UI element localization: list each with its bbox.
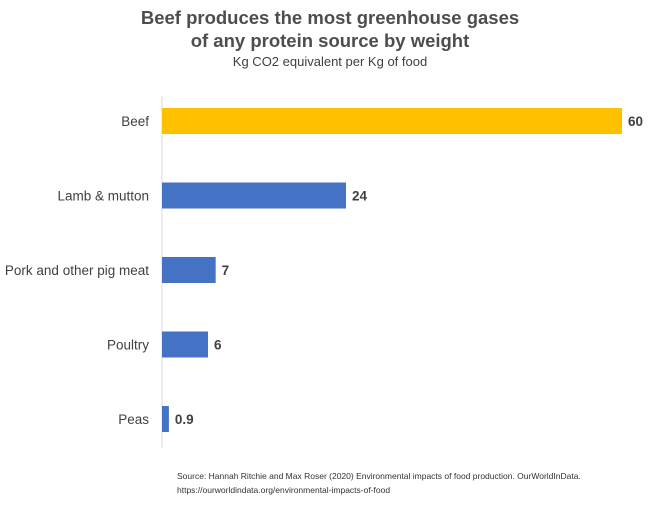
bar-peas [162,406,169,432]
bar-lamb-mutton [162,182,346,209]
source-note-line-2: https://ourworldindata.org/environmental… [177,485,391,495]
source-note-line-1: Source: Hannah Ritchie and Max Roser (20… [177,471,581,481]
category-label-lamb-mutton: Lamb & mutton [57,189,149,204]
category-label-beef: Beef [121,114,149,129]
value-label-beef: 60 [628,114,643,129]
value-label-peas: 0.9 [175,412,194,427]
chart-title-line-2: of any protein source by weight [190,30,470,51]
bar-pork-and-other-pig-meat [162,257,216,283]
value-label-lamb-mutton: 24 [352,189,368,204]
bar-beef [162,108,622,134]
chart-subtitle: Kg CO2 equivalent per Kg of food [232,54,428,69]
category-label-peas: Peas [118,412,149,427]
chart-title-line-1: Beef produces the most greenhouse gases [140,7,520,28]
value-label-poultry: 6 [214,338,222,353]
category-label-poultry: Poultry [107,338,149,353]
bar-poultry [162,331,208,358]
category-label-pork-and-other-pig-meat: Pork and other pig meat [5,263,149,278]
value-label-pork-and-other-pig-meat: 7 [222,263,230,278]
